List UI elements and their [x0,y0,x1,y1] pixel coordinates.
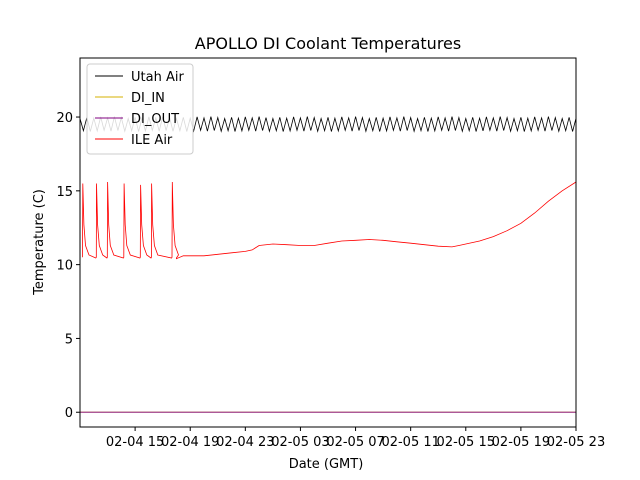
y-tick-label: 10 [56,259,73,274]
legend-label: DI_OUT [131,112,179,127]
y-tick-label: 20 [56,111,73,126]
chart-title: APOLLO DI Coolant Temperatures [195,34,461,53]
y-tick-label: 0 [65,406,73,421]
x-tick-label: 02-05 19 [492,435,550,450]
legend-box [86,63,194,155]
x-tick-label: 02-04 23 [216,435,274,450]
y-tick-label: 15 [56,185,73,200]
x-tick-label: 02-05 15 [437,435,495,450]
y-axis: 0 5 10 15 20 [56,111,80,421]
x-axis-label: Date (GMT) [289,457,364,472]
y-axis-label: Temperature (C) [32,189,47,296]
x-tick-label: 02-05 07 [326,435,384,450]
x-tick-label: 02-05 11 [381,435,439,450]
legend-label: Utah Air [131,70,184,85]
x-tick-label: 02-04 15 [106,435,164,450]
legend-label: ILE Air [131,133,173,148]
y-tick-label: 5 [65,332,73,347]
x-tick-label: 02-05 03 [271,435,329,450]
legend: Utah Air DI_IN DI_OUT ILE Air [86,63,194,155]
legend-label: DI_IN [131,91,165,106]
series-line-ile-air [82,181,576,260]
x-tick-label: 02-05 23 [547,435,605,450]
plot-frame [79,57,577,428]
x-tick-label: 02-04 19 [161,435,219,450]
